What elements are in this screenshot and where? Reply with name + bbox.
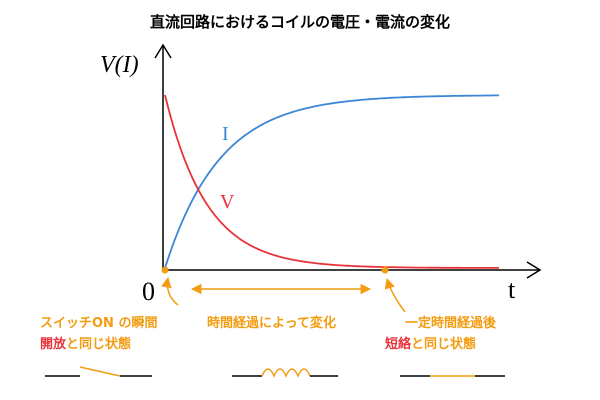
- x-arrow: [526, 261, 542, 279]
- x-label: t: [508, 275, 516, 304]
- title: 直流回路におけるコイルの電圧・電流の変化: [150, 13, 450, 31]
- start-highlight: 開放: [40, 336, 67, 352]
- current-curve: [164, 94, 499, 269]
- end-dot: [381, 266, 389, 274]
- middle-text: 時間経過によって変化: [207, 315, 336, 331]
- start-text2: 開放と同じ状態: [40, 336, 131, 352]
- end-text2: 短絡と同じ状態: [385, 336, 476, 352]
- start-text: スイッチON の瞬間: [40, 315, 157, 331]
- end-text: 一定時間経過後: [405, 315, 497, 331]
- start-pointer: [161, 276, 179, 306]
- current-label: I: [222, 123, 229, 145]
- end-highlight: 短絡: [385, 336, 412, 352]
- y-label: V(I): [100, 52, 139, 78]
- end-pointer: [384, 277, 406, 313]
- start-rest: と同じ状態: [66, 336, 131, 352]
- coil: [232, 368, 338, 378]
- voltage-label: V: [220, 191, 235, 213]
- end-rest: と同じ状態: [411, 336, 476, 352]
- voltage-curve: [164, 94, 499, 269]
- y-arrow: [154, 43, 172, 59]
- origin-label: 0: [142, 277, 155, 306]
- open-switch: [45, 366, 152, 377]
- start-dot: [161, 266, 169, 274]
